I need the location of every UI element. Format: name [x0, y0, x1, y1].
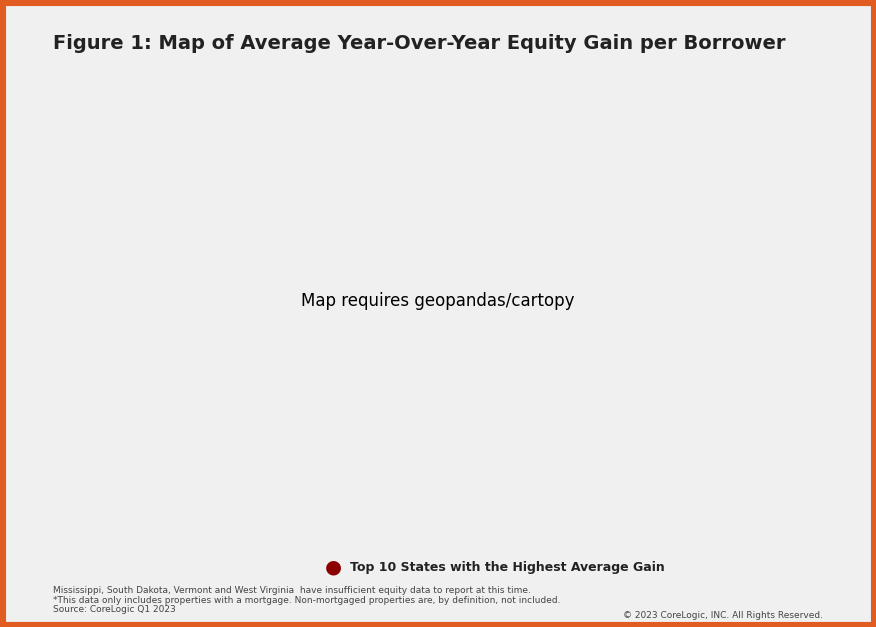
Text: Map requires geopandas/cartopy: Map requires geopandas/cartopy	[301, 292, 575, 310]
Text: ●: ●	[324, 558, 342, 577]
Text: Source: CoreLogic Q1 2023: Source: CoreLogic Q1 2023	[53, 605, 175, 614]
Text: © 2023 CoreLogic, INC. All Rights Reserved.: © 2023 CoreLogic, INC. All Rights Reserv…	[624, 611, 823, 620]
Text: *This data only includes properties with a mortgage. Non-mortgaged properties ar: *This data only includes properties with…	[53, 596, 560, 604]
Text: Mississippi, South Dakota, Vermont and West Virginia  have insufficient equity d: Mississippi, South Dakota, Vermont and W…	[53, 586, 531, 595]
Text: Figure 1: Map of Average Year-Over-Year Equity Gain per Borrower: Figure 1: Map of Average Year-Over-Year …	[53, 34, 785, 53]
Text: Top 10 States with the Highest Average Gain: Top 10 States with the Highest Average G…	[350, 561, 665, 574]
